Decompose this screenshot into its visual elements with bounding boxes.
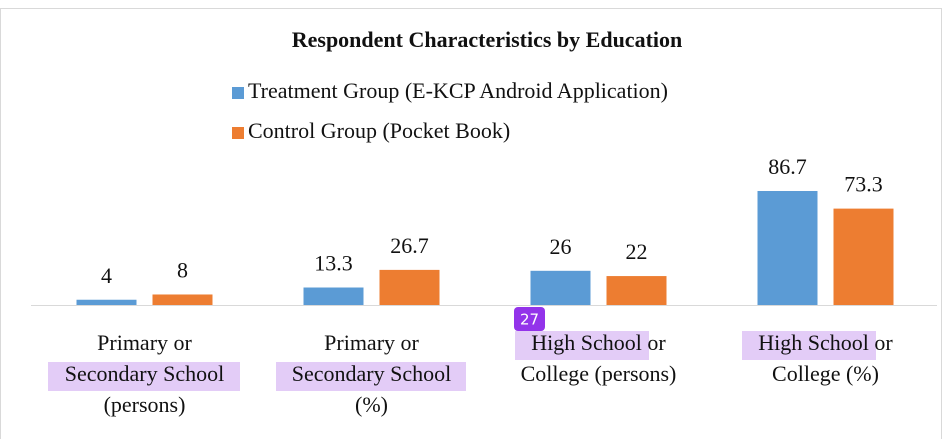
bar [757,190,818,305]
bar [152,294,213,305]
bar [303,287,364,305]
x-tick-label: Primary or [324,330,419,355]
value-label: 26 [550,234,572,259]
highlight [515,331,649,360]
x-tick-label: College (%) [772,361,879,386]
badge [514,307,545,331]
highlight [48,362,240,391]
x-tick-label: College (persons) [521,361,677,386]
legend-label: Control Group (Pocket Book) [248,118,510,143]
highlight [742,331,876,360]
value-label: 22 [626,239,648,264]
x-tick-label: High School or [758,330,893,355]
value-label: 86.7 [768,154,807,179]
value-label: 26.7 [390,233,429,258]
badge-label: 27 [520,311,539,329]
bar [379,269,440,305]
bar [606,276,667,305]
x-tick-label: (persons) [104,392,186,417]
value-label: 73.3 [844,172,883,197]
value-label: 4 [101,263,112,288]
legend-swatch [232,127,244,139]
value-label: 13.3 [314,251,353,276]
value-label: 8 [177,258,188,283]
x-tick-label: (%) [355,392,388,417]
x-tick-label: Primary or [97,330,192,355]
bar [530,270,591,305]
legend-swatch [232,87,244,99]
bar [833,208,894,305]
x-tick-label: Secondary School [65,361,224,386]
x-tick-label: High School or [531,330,666,355]
legend-label: Treatment Group (E-KCP Android Applicati… [248,78,668,103]
chart-title: Respondent Characteristics by Education [292,27,683,52]
highlight [276,362,466,391]
x-tick-label: Secondary School [292,361,451,386]
bar [76,299,137,305]
